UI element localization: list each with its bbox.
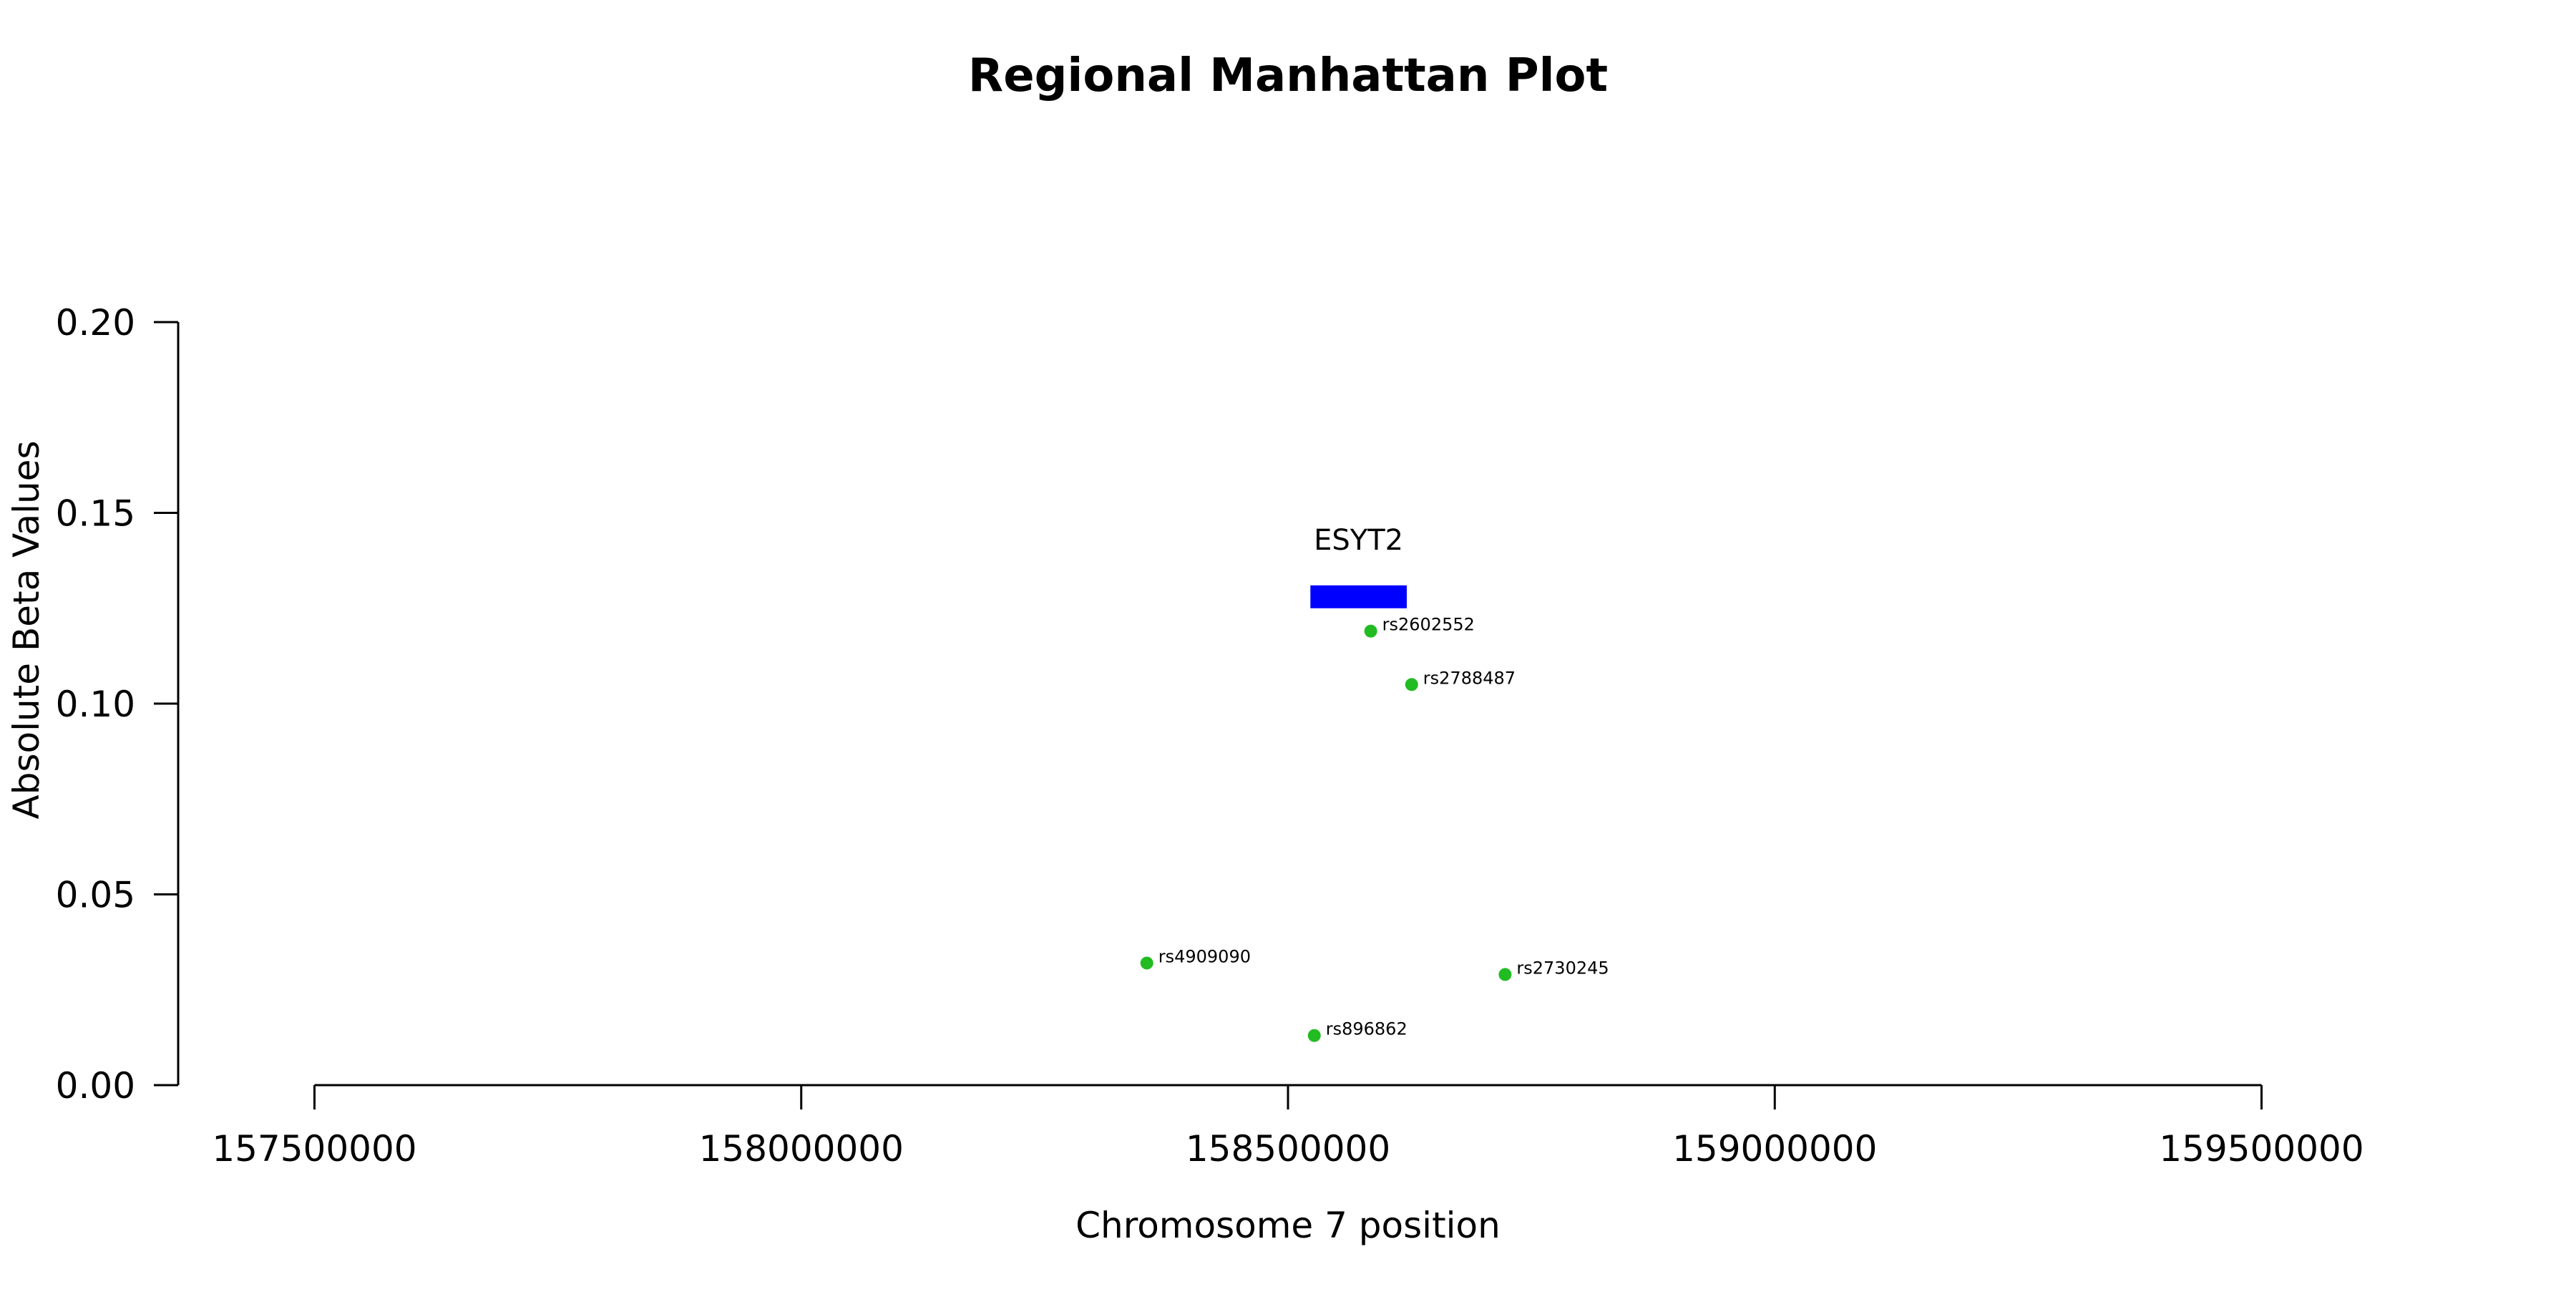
y-tick-label: 0.15 [56,493,135,535]
snp-label: rs4909090 [1158,946,1251,966]
gene-bar [1310,585,1407,608]
chart-title: Regional Manhattan Plot [968,49,1608,102]
y-axis-label: Absolute Beta Values [6,441,47,820]
y-tick-label: 0.10 [56,684,135,725]
gene-track: ESYT2 [1310,524,1407,608]
snp-point [1405,678,1418,691]
snp-label: rs2788487 [1423,668,1516,688]
snp-label: rs896862 [1326,1019,1407,1039]
y-tick-label: 0.05 [56,875,135,916]
snp-point [1364,624,1377,638]
gene-label: ESYT2 [1314,524,1403,557]
x-tick-label: 159000000 [1672,1128,1877,1170]
snp-point [1498,968,1512,981]
snp-label: rs2602552 [1382,615,1475,635]
y-tick-label: 0.20 [56,302,135,344]
snp-point [1307,1029,1321,1042]
y-tick-label: 0.00 [56,1065,135,1107]
snp-label: rs2730245 [1516,958,1609,978]
x-tick-label: 158500000 [1186,1128,1390,1170]
data-points: rs2602552 rs2788487 rs4909090 rs2730245 rs89… [1140,615,1609,1042]
axes: 0.00 0.05 0.10 0.15 0.20 157500000 158000000 15… [56,302,2364,1170]
x-tick-label: 159500000 [2159,1128,2363,1170]
x-tick-label: 158000000 [699,1128,904,1170]
x-axis-label: Chromosome 7 position [1075,1205,1501,1246]
snp-point [1140,956,1153,970]
x-tick-label: 157500000 [212,1128,416,1170]
